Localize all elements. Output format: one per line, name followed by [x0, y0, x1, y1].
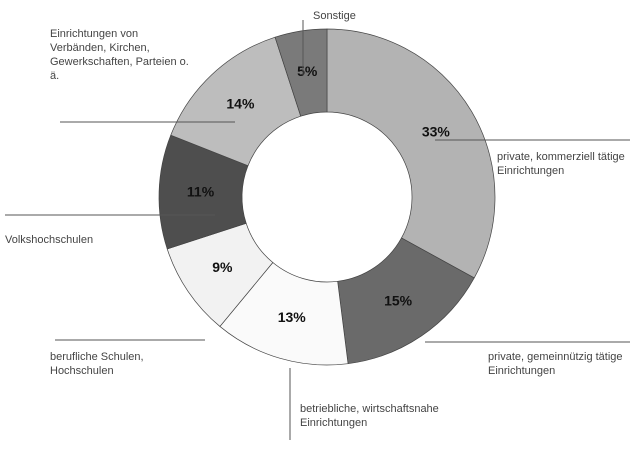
category-label: berufliche Schulen, Hochschulen	[50, 351, 144, 377]
value-label: 9%	[212, 259, 233, 275]
category-label: Sonstige	[313, 10, 356, 22]
donut-segment	[326, 28, 496, 279]
donut-segment	[274, 28, 328, 117]
category-label: private, kommerziell tätige Einrichtunge…	[497, 151, 625, 177]
category-label: betriebliche, wirtschaftsnahe Einrichtun…	[300, 403, 439, 429]
value-label: 15%	[384, 292, 413, 308]
value-label: 11%	[187, 184, 215, 200]
value-label: 14%	[226, 95, 255, 111]
category-label: Einrichtungen von Verbänden, Kirchen, Ge…	[50, 28, 189, 82]
value-label: 33%	[422, 123, 451, 139]
category-label: Volkshochschulen	[5, 234, 94, 246]
value-label: 13%	[278, 309, 307, 325]
value-label: 5%	[297, 63, 318, 79]
category-label: private, gemeinnützig tätige Einrichtung…	[488, 351, 623, 377]
